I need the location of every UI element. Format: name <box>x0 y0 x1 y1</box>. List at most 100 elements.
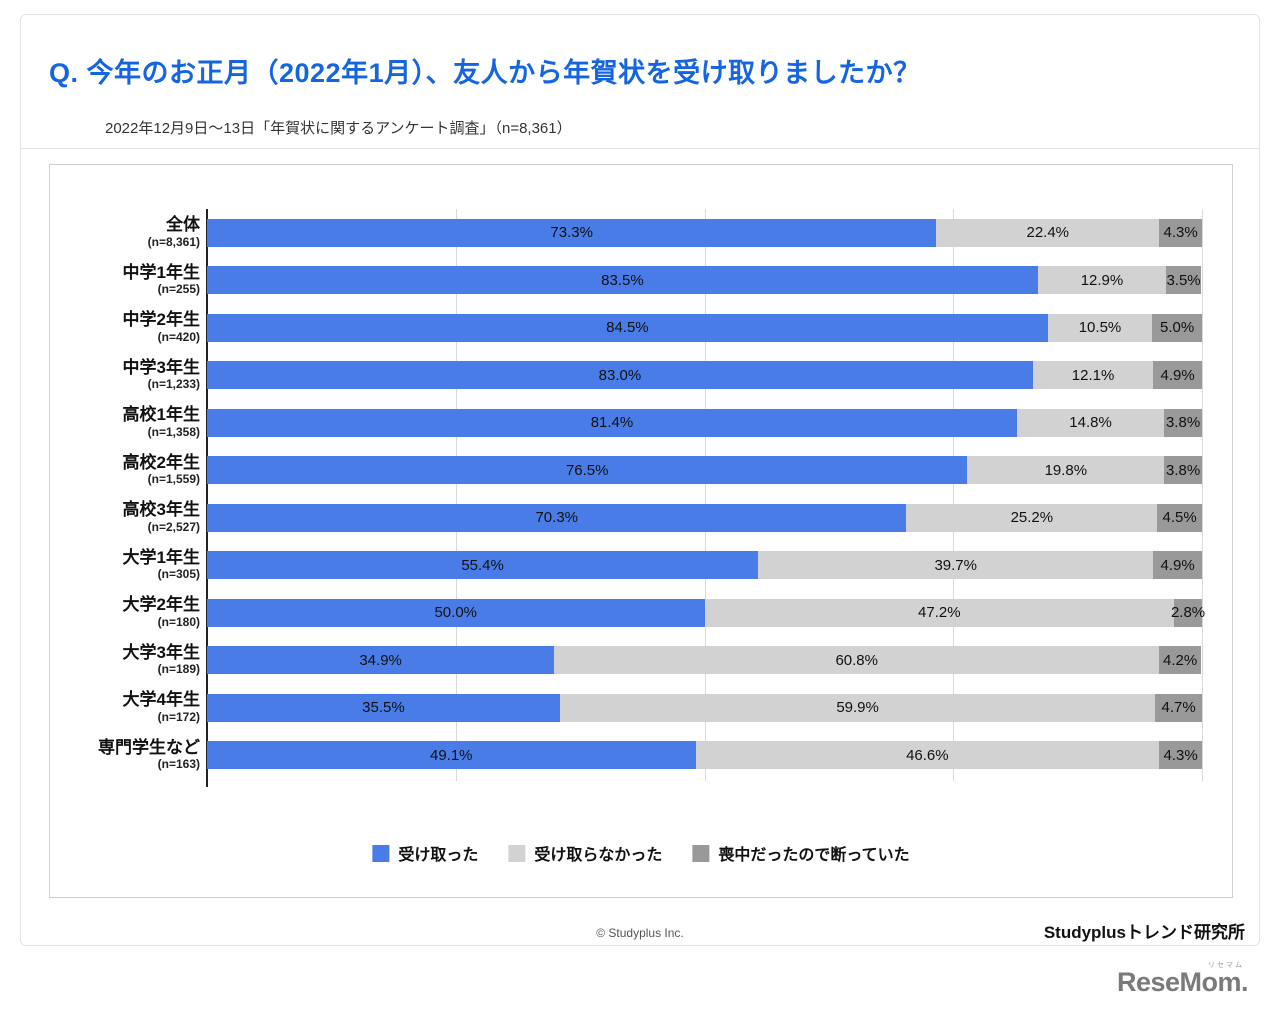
bar-value-label: 50.0% <box>434 604 478 622</box>
bar-value-label: 83.0% <box>598 366 642 384</box>
category-labels: 全体 (n=8,361) 中学1年生 (n=255) 中学2年生 (n=420) 中学3年生… <box>50 209 200 779</box>
category-label: 中学2年生 (n=420) <box>50 304 200 352</box>
resemom-logo: リセマム ReseMom. <box>1116 962 1249 997</box>
chart-row: 55.4% 39.7% 4.9% <box>207 542 1202 590</box>
bar-value-label: 35.5% <box>362 699 405 717</box>
bar-segment-received: 81.4% <box>207 408 1017 437</box>
category-name: 大学3年生 <box>122 642 200 662</box>
bar-value-label: 4.9% <box>1160 366 1195 384</box>
bar-segment-mourning: 4.2% <box>1159 646 1201 675</box>
resemom-logo-sub: リセマム <box>1208 962 1244 969</box>
category-name: 中学1年生 <box>122 262 200 282</box>
category-n: (n=2,527) <box>147 519 200 534</box>
bar-value-label: 39.7% <box>934 556 977 574</box>
bar-value-label: 14.8% <box>1069 414 1112 432</box>
legend-label: 受け取った <box>398 847 479 864</box>
bar-segment-received: 84.5% <box>207 313 1048 342</box>
category-name: 中学3年生 <box>122 357 200 377</box>
category-name: 高校1年生 <box>122 405 200 425</box>
bar-segment-not-received: 12.1% <box>1032 361 1154 390</box>
bar-segment-mourning: 4.9% <box>1153 361 1202 390</box>
bar-segment-mourning: 3.8% <box>1164 456 1203 485</box>
category-n: (n=172) <box>157 709 200 724</box>
bar-segment-received: 50.0% <box>207 598 705 627</box>
bar-segment-mourning: 4.9% <box>1153 551 1202 580</box>
bar-value-label: 55.4% <box>461 556 504 574</box>
category-n: (n=255) <box>157 282 200 297</box>
bar-segment-mourning: 3.8% <box>1164 408 1202 437</box>
bar-segment-received: 70.3% <box>207 503 907 532</box>
bar-value-label: 2.8% <box>1170 604 1206 622</box>
category-name: 高校3年生 <box>122 500 200 520</box>
bar-value-label: 25.2% <box>1010 509 1054 527</box>
category-name: 全体 <box>166 215 200 235</box>
bar-value-label: 49.1% <box>429 746 473 764</box>
bar-value-label: 76.5% <box>565 461 609 479</box>
bar-value-label: 84.5% <box>606 319 649 337</box>
bar-rows: 73.3% 22.4% 4.3% 83.5% 12.9% 3.5% 84.5% 10.5% 5.… <box>207 209 1206 780</box>
category-n: (n=420) <box>157 329 200 344</box>
legend-swatch <box>508 844 526 862</box>
survey-card: Q. 今年のお正月（2022年1月）、友人から年賀状を受け取りましたか？ 202… <box>20 14 1260 946</box>
bar-value-label: 12.1% <box>1071 366 1115 384</box>
category-label: 大学3年生 (n=189) <box>50 637 200 685</box>
chart-row: 49.1% 46.6% 4.3% <box>207 732 1202 780</box>
gridline-50 <box>704 209 706 781</box>
bar-segment-received: 55.4% <box>207 551 759 580</box>
gridline-75 <box>953 209 955 781</box>
chart-row: 81.4% 14.8% 3.8% <box>207 399 1202 447</box>
legend: 受け取った 受け取らなかった 喪中だったので断っていた <box>372 841 910 865</box>
category-label: 大学1年生 (n=305) <box>50 542 200 590</box>
legend-item-mourning: 喪中だったので断っていた <box>692 841 910 865</box>
category-name: 高校2年生 <box>122 452 200 472</box>
gridline-100 <box>1202 209 1203 781</box>
y-axis-line <box>206 209 208 787</box>
bar-segment-received: 83.0% <box>207 361 1033 390</box>
bar-value-label: 70.3% <box>535 509 579 527</box>
category-label: 大学2年生 (n=180) <box>50 589 200 637</box>
survey-subtitle: 2022年12月9日〜13日「年賀状に関するアンケート調査」（n=8,361） <box>105 120 572 137</box>
chart-row: 73.3% 22.4% 4.3% <box>207 209 1202 257</box>
legend-label: 喪中だったので断っていた <box>718 847 910 864</box>
bar-segment-mourning: 4.3% <box>1159 218 1202 247</box>
category-label: 大学4年生 (n=172) <box>50 684 200 732</box>
bar-value-label: 19.8% <box>1044 461 1088 479</box>
bar-value-label: 47.2% <box>918 604 961 622</box>
chart-row: 83.5% 12.9% 3.5% <box>207 257 1202 305</box>
bar-segment-not-received: 25.2% <box>906 503 1158 532</box>
bar-segment-not-received: 39.7% <box>758 551 1154 580</box>
category-label: 中学1年生 (n=255) <box>50 257 200 305</box>
resemom-logo-text: ReseMom. <box>1116 967 1249 997</box>
bar-segment-not-received: 12.9% <box>1037 266 1167 295</box>
bar-value-label: 3.8% <box>1166 461 1201 479</box>
category-name: 中学2年生 <box>122 310 200 330</box>
legend-swatch <box>692 844 710 862</box>
bar-value-label: 4.3% <box>1163 224 1198 242</box>
bar-segment-received: 73.3% <box>207 218 937 247</box>
category-n: (n=1,233) <box>147 377 200 392</box>
bar-segment-not-received: 46.6% <box>695 741 1160 770</box>
bar-value-label: 22.4% <box>1026 224 1070 242</box>
bar-segment-not-received: 47.2% <box>704 598 1175 627</box>
bar-segment-not-received: 19.8% <box>967 456 1165 485</box>
chart-row: 35.5% 59.9% 4.7% <box>207 684 1202 732</box>
bar-segment-received: 83.5% <box>207 266 1038 295</box>
category-n: (n=163) <box>157 757 200 772</box>
bar-segment-received: 49.1% <box>207 741 696 770</box>
bar-value-label: 4.5% <box>1162 509 1197 527</box>
category-n: (n=305) <box>157 567 200 582</box>
category-label: 高校1年生 (n=1,358) <box>50 399 200 447</box>
bar-value-label: 3.5% <box>1166 271 1201 289</box>
category-n: (n=180) <box>157 614 200 629</box>
bar-segment-not-received: 10.5% <box>1047 313 1153 342</box>
bar-value-label: 4.7% <box>1161 699 1196 717</box>
chart-row: 34.9% 60.8% 4.2% <box>207 637 1202 685</box>
gridline-25 <box>455 209 457 781</box>
bar-segment-not-received: 22.4% <box>936 218 1160 247</box>
legend-item-received: 受け取った <box>372 841 478 865</box>
bar-value-label: 34.9% <box>359 651 402 669</box>
bar-value-label: 83.5% <box>601 271 644 289</box>
bar-value-label: 73.3% <box>550 224 593 242</box>
category-n: (n=8,361) <box>147 234 200 249</box>
category-name: 大学2年生 <box>122 595 200 615</box>
